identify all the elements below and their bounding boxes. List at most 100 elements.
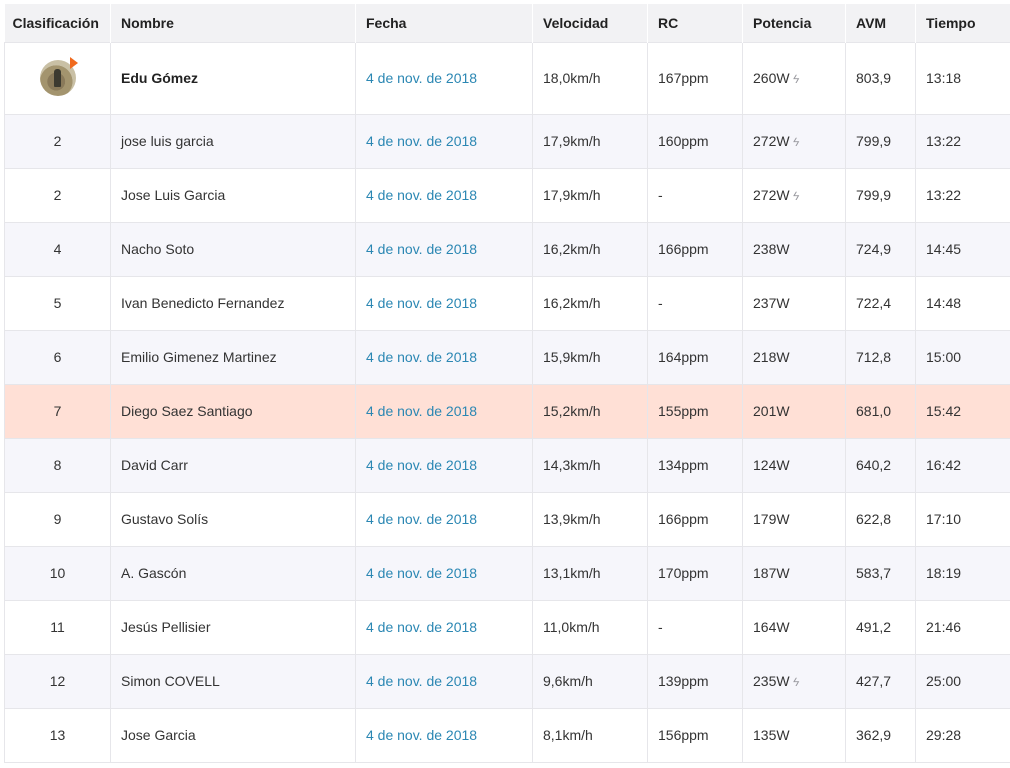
date-cell: 4 de nov. de 2018 [355, 707, 533, 763]
effort-date-link[interactable]: 4 de nov. de 2018 [366, 727, 478, 743]
lightning-bolt-icon: ϟ [791, 189, 801, 203]
time-cell: 13:22 [915, 167, 1010, 222]
athlete-name-link[interactable]: Diego Saez Santiago [121, 403, 253, 419]
heart-rate-cell: - [647, 599, 743, 654]
effort-date-link[interactable]: 4 de nov. de 2018 [366, 349, 478, 365]
avm-cell: 722,4 [845, 275, 916, 330]
name-cell: David Carr [110, 437, 356, 492]
power-value: 237W [753, 295, 790, 311]
effort-date-link[interactable]: 4 de nov. de 2018 [366, 133, 478, 149]
heart-rate-cell: 164ppm [647, 329, 743, 384]
effort-date-link[interactable]: 4 de nov. de 2018 [366, 619, 478, 635]
athlete-name-link[interactable]: David Carr [121, 457, 188, 473]
header-date[interactable]: Fecha [355, 4, 533, 42]
table-row[interactable]: 7 Diego Saez Santiago 4 de nov. de 2018 15,… [4, 383, 1010, 438]
time-cell: 16:42 [915, 437, 1010, 492]
header-name[interactable]: Nombre [110, 4, 356, 42]
avm-cell: 491,2 [845, 599, 916, 654]
leaderboard-body: Edu Gómez 4 de nov. de 2018 18,0km/h 167ppm… [4, 41, 1010, 763]
table-row[interactable]: 9 Gustavo Solís 4 de nov. de 2018 13,9km/h 1… [4, 491, 1010, 546]
name-cell: Jose Luis Garcia [110, 167, 356, 222]
power-cell: 135W [742, 707, 846, 763]
lightning-bolt-icon: ϟ [791, 135, 801, 149]
name-cell: Ivan Benedicto Fernandez [110, 275, 356, 330]
effort-date-link[interactable]: 4 de nov. de 2018 [366, 457, 478, 473]
name-cell: Jose Garcia [110, 707, 356, 763]
effort-date-link[interactable]: 4 de nov. de 2018 [366, 187, 478, 203]
heart-rate-cell: 134ppm [647, 437, 743, 492]
table-row[interactable]: 2 jose luis garcia 4 de nov. de 2018 17,9km… [4, 113, 1010, 168]
speed-cell: 16,2km/h [532, 275, 648, 330]
name-cell: Emilio Gimenez Martinez [110, 329, 356, 384]
effort-date-link[interactable]: 4 de nov. de 2018 [366, 295, 478, 311]
table-row[interactable]: 2 Jose Luis Garcia 4 de nov. de 2018 17,9km… [4, 167, 1010, 222]
lightning-bolt-icon: ϟ [791, 675, 801, 689]
table-row[interactable]: 11 Jesús Pellisier 4 de nov. de 2018 11,0km… [4, 599, 1010, 654]
leaderboard: Clasificación Nombre Fecha Velocidad RC … [4, 4, 1010, 763]
heart-rate-cell: 166ppm [647, 221, 743, 276]
heart-rate-cell: 167ppm [647, 41, 743, 114]
athlete-name-link[interactable]: Edu Gómez [121, 70, 199, 86]
athlete-name-link[interactable]: jose luis garcia [121, 133, 214, 149]
rank-cell: 11 [4, 599, 111, 654]
athlete-name-link[interactable]: Simon COVELL [121, 673, 220, 689]
athlete-name-link[interactable]: Jose Garcia [121, 727, 196, 743]
avm-cell: 724,9 [845, 221, 916, 276]
power-cell: 124W [742, 437, 846, 492]
power-value: 124W [753, 457, 790, 473]
heart-rate-cell: 156ppm [647, 707, 743, 763]
effort-date-link[interactable]: 4 de nov. de 2018 [366, 511, 478, 527]
table-row[interactable]: 5 Ivan Benedicto Fernandez 4 de nov. de 20… [4, 275, 1010, 330]
speed-cell: 11,0km/h [532, 599, 648, 654]
power-cell: 187W [742, 545, 846, 600]
effort-date-link[interactable]: 4 de nov. de 2018 [366, 565, 478, 581]
power-value: 187W [753, 565, 790, 581]
speed-cell: 15,9km/h [532, 329, 648, 384]
header-time[interactable]: Tiempo [915, 4, 1010, 42]
effort-date-link[interactable]: 4 de nov. de 2018 [366, 673, 478, 689]
effort-date-link[interactable]: 4 de nov. de 2018 [366, 403, 478, 419]
avm-cell: 427,7 [845, 653, 916, 708]
heart-rate-cell: 139ppm [647, 653, 743, 708]
date-cell: 4 de nov. de 2018 [355, 41, 533, 114]
rank-cell: 4 [4, 221, 111, 276]
athlete-name-link[interactable]: A. Gascón [121, 565, 187, 581]
avm-cell: 799,9 [845, 167, 916, 222]
date-cell: 4 de nov. de 2018 [355, 221, 533, 276]
rank-cell: 2 [4, 167, 111, 222]
avm-cell: 712,8 [845, 329, 916, 384]
crown-icon [69, 57, 78, 69]
date-cell: 4 de nov. de 2018 [355, 653, 533, 708]
power-cell: 164W [742, 599, 846, 654]
header-avm[interactable]: AVM [845, 4, 916, 42]
avm-cell: 681,0 [845, 383, 916, 438]
power-value: 164W [753, 619, 790, 635]
athlete-name-link[interactable]: Nacho Soto [121, 241, 195, 257]
effort-date-link[interactable]: 4 de nov. de 2018 [366, 70, 478, 86]
athlete-name-link[interactable]: Jesús Pellisier [121, 619, 211, 635]
athlete-name-link[interactable]: Gustavo Solís [121, 511, 209, 527]
table-row[interactable]: 4 Nacho Soto 4 de nov. de 2018 16,2km/h 166p… [4, 221, 1010, 276]
name-cell: A. Gascón [110, 545, 356, 600]
time-cell: 15:00 [915, 329, 1010, 384]
rank-cell: 12 [4, 653, 111, 708]
header-power[interactable]: Potencia [742, 4, 846, 42]
table-row[interactable]: Edu Gómez 4 de nov. de 2018 18,0km/h 167ppm… [4, 41, 1010, 114]
header-speed[interactable]: Velocidad [532, 4, 648, 42]
table-row[interactable]: 13 Jose Garcia 4 de nov. de 2018 8,1km/h 156… [4, 707, 1010, 763]
table-row[interactable]: 10 A. Gascón 4 de nov. de 2018 13,1km/h 170p… [4, 545, 1010, 600]
athlete-name-link[interactable]: Emilio Gimenez Martinez [121, 349, 277, 365]
athlete-name-link[interactable]: Ivan Benedicto Fernandez [121, 295, 285, 311]
table-row[interactable]: 12 Simon COVELL 4 de nov. de 2018 9,6km/h 13… [4, 653, 1010, 708]
speed-cell: 17,9km/h [532, 167, 648, 222]
header-rank[interactable]: Clasificación [4, 4, 111, 42]
power-value: 272W [753, 133, 790, 149]
header-heart-rate[interactable]: RC [647, 4, 743, 42]
table-row[interactable]: 6 Emilio Gimenez Martinez 4 de nov. de 201… [4, 329, 1010, 384]
athlete-avatar[interactable] [39, 57, 78, 96]
power-value: 260W [753, 70, 790, 86]
table-row[interactable]: 8 David Carr 4 de nov. de 2018 14,3km/h 134p… [4, 437, 1010, 492]
name-cell: Jesús Pellisier [110, 599, 356, 654]
effort-date-link[interactable]: 4 de nov. de 2018 [366, 241, 478, 257]
athlete-name-link[interactable]: Jose Luis Garcia [121, 187, 226, 203]
